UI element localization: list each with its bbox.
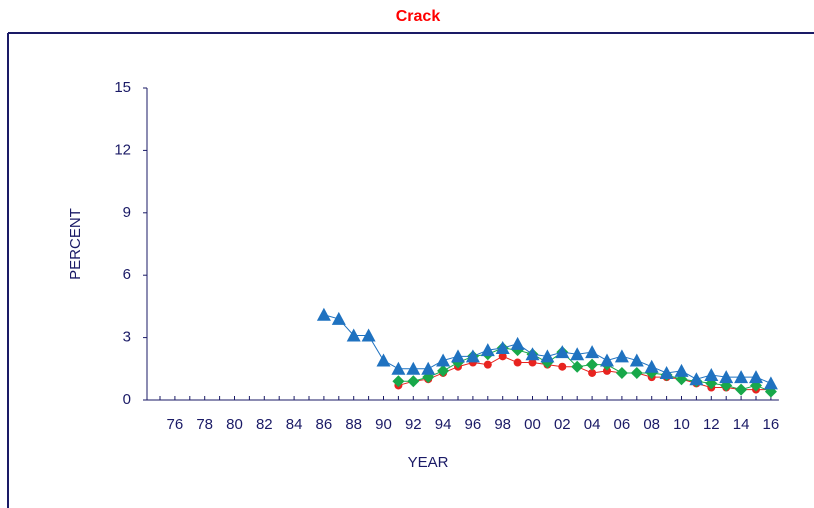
point <box>361 328 376 342</box>
point <box>586 358 599 371</box>
x-tick-label: 00 <box>524 416 541 433</box>
point <box>498 352 507 361</box>
point <box>763 376 778 390</box>
x-tick-label: 78 <box>196 416 213 433</box>
point <box>510 336 525 350</box>
point <box>437 364 450 377</box>
point <box>406 361 421 375</box>
x-tick-label: 10 <box>673 416 690 433</box>
point <box>346 328 361 342</box>
point <box>451 349 465 363</box>
y-tick-label: 12 <box>114 141 131 158</box>
point <box>735 383 748 396</box>
point <box>540 349 555 363</box>
point <box>719 370 734 384</box>
point <box>749 370 763 384</box>
x-tick-label: 14 <box>733 416 750 433</box>
y-tick-label: 9 <box>123 204 131 221</box>
x-tick-label: 84 <box>286 416 303 433</box>
point <box>734 370 749 384</box>
point <box>483 360 492 369</box>
point <box>644 359 659 373</box>
x-tick-label: 16 <box>763 416 780 433</box>
point <box>392 375 405 388</box>
y-tick-label: 3 <box>123 329 131 346</box>
y-tick-label: 15 <box>114 79 131 96</box>
point <box>629 353 644 367</box>
point <box>480 343 495 357</box>
point <box>588 368 597 377</box>
y-tick-label: 6 <box>123 266 131 283</box>
point <box>495 341 510 354</box>
x-axis-label: YEAR <box>408 454 449 471</box>
point <box>331 311 346 325</box>
chart-title: Crack <box>396 8 441 25</box>
point <box>603 366 611 375</box>
x-tick-label: 76 <box>167 416 184 433</box>
point <box>585 345 600 359</box>
x-tick-label: 98 <box>494 416 511 433</box>
point <box>558 362 567 371</box>
x-tick-label: 08 <box>643 416 660 433</box>
x-tick-label: 86 <box>316 416 333 433</box>
x-tick-label: 90 <box>375 416 392 433</box>
x-tick-label: 96 <box>465 416 482 433</box>
point <box>555 345 570 359</box>
point <box>570 347 585 361</box>
x-tick-label: 82 <box>256 416 273 433</box>
point <box>525 347 540 361</box>
point <box>600 353 614 367</box>
y-tick-label: 0 <box>123 391 131 408</box>
point <box>391 361 406 375</box>
point <box>421 361 436 375</box>
x-tick-label: 02 <box>554 416 571 433</box>
x-tick-label: 88 <box>345 416 362 433</box>
point <box>376 353 391 367</box>
point <box>615 366 628 379</box>
x-tick-label: 80 <box>226 416 243 433</box>
series-line <box>323 314 772 384</box>
point <box>436 353 451 367</box>
x-tick-label: 06 <box>614 416 631 433</box>
y-axis-label: PERCENT <box>67 208 84 280</box>
point <box>630 366 643 379</box>
point <box>674 363 689 377</box>
x-tick-label: 12 <box>703 416 720 433</box>
point <box>659 365 674 379</box>
point <box>407 375 420 388</box>
point <box>704 368 719 382</box>
point <box>513 358 522 367</box>
point <box>614 349 629 363</box>
x-tick-label: 04 <box>584 416 601 433</box>
point <box>689 372 704 386</box>
point <box>571 360 584 373</box>
x-tick-label: 92 <box>405 416 422 433</box>
point <box>316 307 331 321</box>
point <box>528 358 537 367</box>
point <box>465 349 480 363</box>
x-tick-label: 94 <box>435 416 452 433</box>
